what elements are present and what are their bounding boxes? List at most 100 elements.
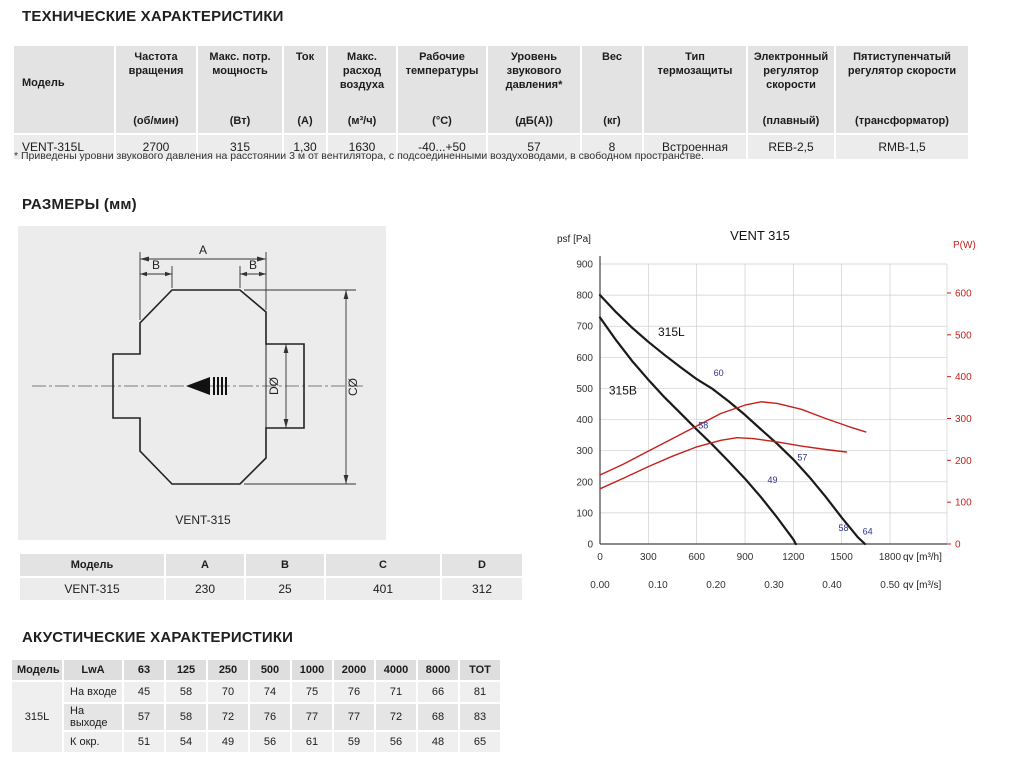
dimension-a [139,252,267,320]
acoustic-col-1000: 1000 [292,660,332,680]
svg-text:100: 100 [955,498,972,509]
svg-text:600: 600 [955,289,972,300]
performance-chart-svg: 0100200300400500600700800900010020030040… [557,228,976,591]
acoustic-table: Модель LwA 63 125 250 500 1000 2000 4000… [10,658,502,754]
svg-text:0: 0 [955,540,961,551]
dimension-b [140,266,266,288]
dims-header-row: Модель A B C D [20,554,522,576]
tech-col-step-regulator: Пятиступенчатый регулятор скорости (транс… [836,46,968,133]
dims-data-row: VENT-315 230 25 401 312 [20,578,522,600]
svg-text:500: 500 [576,384,593,395]
dims-cell-a: 230 [166,578,244,600]
dimension-drawing: A B B DØ CØ VENT-315 [18,226,386,540]
acoustic-row-surroundings: К окр. 51 54 49 56 61 59 56 48 65 [12,732,500,752]
fan-outline [112,289,305,485]
tech-col-speed: Частота вращения (об/мин) [116,46,196,133]
acoustic-col-63: 63 [124,660,164,680]
svg-text:300: 300 [576,446,593,457]
dims-col-c: C [326,554,440,576]
dims-cell-d: 312 [442,578,522,600]
tech-cell-airflow: 1630 [328,135,396,159]
tech-cell-temperature: -40...+50 [398,135,486,159]
tech-cell-power: 315 [198,135,282,159]
acoustic-cell: 57 [124,704,164,730]
tech-section-title: ТЕХНИЧЕСКИЕ ХАРАКТЕРИСТИКИ [22,8,284,25]
dims-col-model: Модель [20,554,164,576]
svg-text:0.50: 0.50 [880,580,900,591]
acoustic-col-250: 250 [208,660,248,680]
tech-cell-step-regulator: RMB-1,5 [836,135,968,159]
dim-label-b-left: B [152,258,160,272]
svg-text:49: 49 [768,475,778,485]
tech-col-electronic-regulator: Электронный регулятор скорости (плавный) [748,46,834,133]
svg-text:500: 500 [955,330,972,341]
acoustic-cell: 48 [418,732,458,752]
svg-text:0.20: 0.20 [706,580,726,591]
acoustic-row-inlet: 315L На входе 45 58 70 74 75 76 71 66 81 [12,682,500,752]
svg-text:600: 600 [688,552,705,563]
svg-text:VENT 315: VENT 315 [730,228,790,243]
acoustic-cell: 49 [208,732,248,752]
tech-col-thermal-protection: Тип термозащиты [644,46,746,133]
acoustic-cell: 81 [460,682,500,702]
tech-col-power: Макс. потр. мощность (Вт) [198,46,282,133]
acoustic-cell: 75 [292,682,332,702]
acoustic-cell: 74 [250,682,290,702]
tech-cell-current: 1,30 [284,135,326,159]
dimensions-table: Модель A B C D VENT-315 230 25 401 312 [18,552,524,602]
acoustic-cell: 61 [292,732,332,752]
tech-cell-speed: 2700 [116,135,196,159]
svg-text:qv [m³/h]: qv [m³/h] [903,552,942,563]
dim-label-b-right: B [249,258,257,272]
tech-cell-weight: 8 [582,135,642,159]
noise-footnote: * Приведены уровни звукового давления на… [14,150,704,162]
acoustic-col-125: 125 [166,660,206,680]
acoustic-cell: 58 [166,682,206,702]
svg-text:58: 58 [698,420,708,430]
dims-col-b: B [246,554,324,576]
svg-text:psf [Pa]: psf [Pa] [557,234,591,245]
acoustic-cell: 56 [376,732,416,752]
acoustic-cell: 58 [166,704,206,730]
svg-text:400: 400 [955,372,972,383]
tech-col-noise: Уровень звукового давления* (дБ(А)) [488,46,580,133]
dim-label-a: A [199,243,207,257]
svg-text:315L: 315L [658,325,685,339]
acoustic-row-label: На входе [64,682,122,702]
svg-text:0: 0 [597,552,603,563]
acoustic-row-label: К окр. [64,732,122,752]
svg-text:1200: 1200 [782,552,805,563]
acoustic-col-model: Модель [12,660,62,680]
acoustic-cell: 51 [124,732,164,752]
acoustic-row-outlet: На выходе 57 58 72 76 77 77 72 68 83 [12,704,500,730]
svg-text:200: 200 [955,456,972,467]
drawing-caption: VENT-315 [175,513,231,527]
svg-text:58: 58 [838,523,848,533]
tech-cell-model: VENT-315L [14,135,114,159]
acoustic-cell: 54 [166,732,206,752]
svg-text:100: 100 [576,508,593,519]
svg-text:1800: 1800 [879,552,902,563]
acoustic-cell: 70 [208,682,248,702]
acoustic-cell: 72 [376,704,416,730]
acoustic-cell: 76 [250,704,290,730]
tech-cell-noise: 57 [488,135,580,159]
dimension-c [244,289,356,485]
svg-text:0.30: 0.30 [764,580,784,591]
acoustic-row-label: На выходе [64,704,122,730]
acoustic-col-tot: TOT [460,660,500,680]
svg-text:400: 400 [576,415,593,426]
svg-text:P(W): P(W) [953,240,976,251]
acoustic-section-title: АКУСТИЧЕСКИЕ ХАРАКТЕРИСТИКИ [22,629,294,646]
acoustic-cell: 77 [334,704,374,730]
dims-col-a: A [166,554,244,576]
svg-text:900: 900 [576,260,593,271]
svg-text:64: 64 [863,527,873,537]
svg-text:800: 800 [576,291,593,302]
dims-cell-b: 25 [246,578,324,600]
svg-text:700: 700 [576,322,593,333]
tech-col-model: Модель [14,46,114,133]
tech-specs-table: Модель Частота вращения (об/мин) Макс. по… [12,44,970,161]
tech-cell-thermal-protection: Встроенная [644,135,746,159]
